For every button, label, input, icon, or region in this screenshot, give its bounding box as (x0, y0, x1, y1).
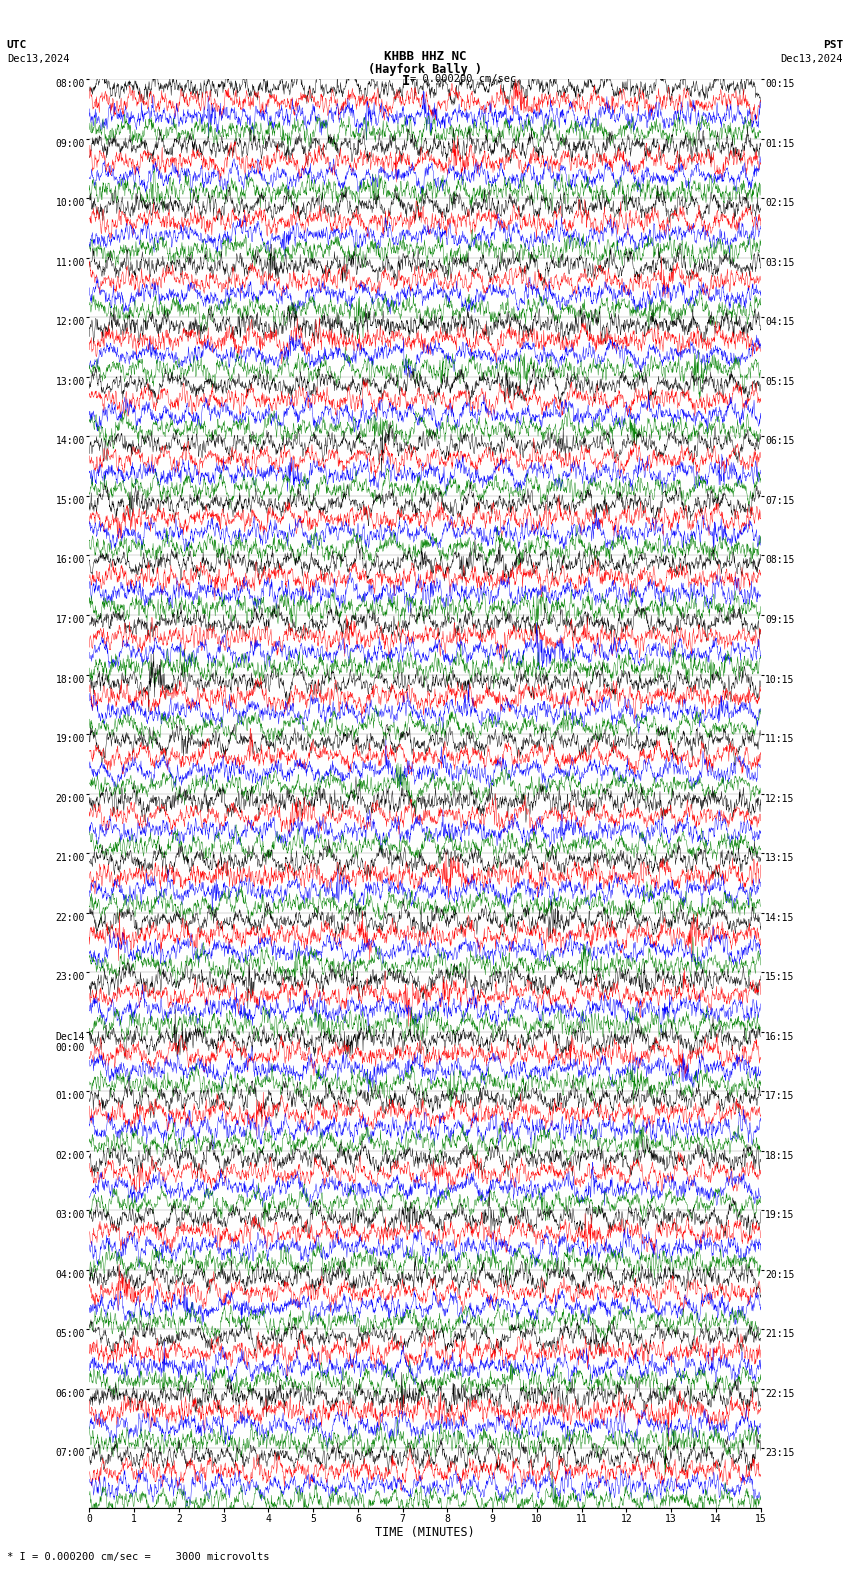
Text: (Hayfork Bally ): (Hayfork Bally ) (368, 62, 482, 76)
Text: * I = 0.000200 cm/sec =    3000 microvolts: * I = 0.000200 cm/sec = 3000 microvolts (7, 1552, 269, 1562)
Text: PST: PST (823, 40, 843, 49)
Text: UTC: UTC (7, 40, 27, 49)
Text: = 0.000200 cm/sec: = 0.000200 cm/sec (410, 74, 516, 84)
Text: I: I (402, 73, 411, 87)
Text: Dec13,2024: Dec13,2024 (7, 54, 70, 63)
Text: Dec13,2024: Dec13,2024 (780, 54, 843, 63)
X-axis label: TIME (MINUTES): TIME (MINUTES) (375, 1527, 475, 1540)
Text: KHBB HHZ NC: KHBB HHZ NC (383, 49, 467, 63)
